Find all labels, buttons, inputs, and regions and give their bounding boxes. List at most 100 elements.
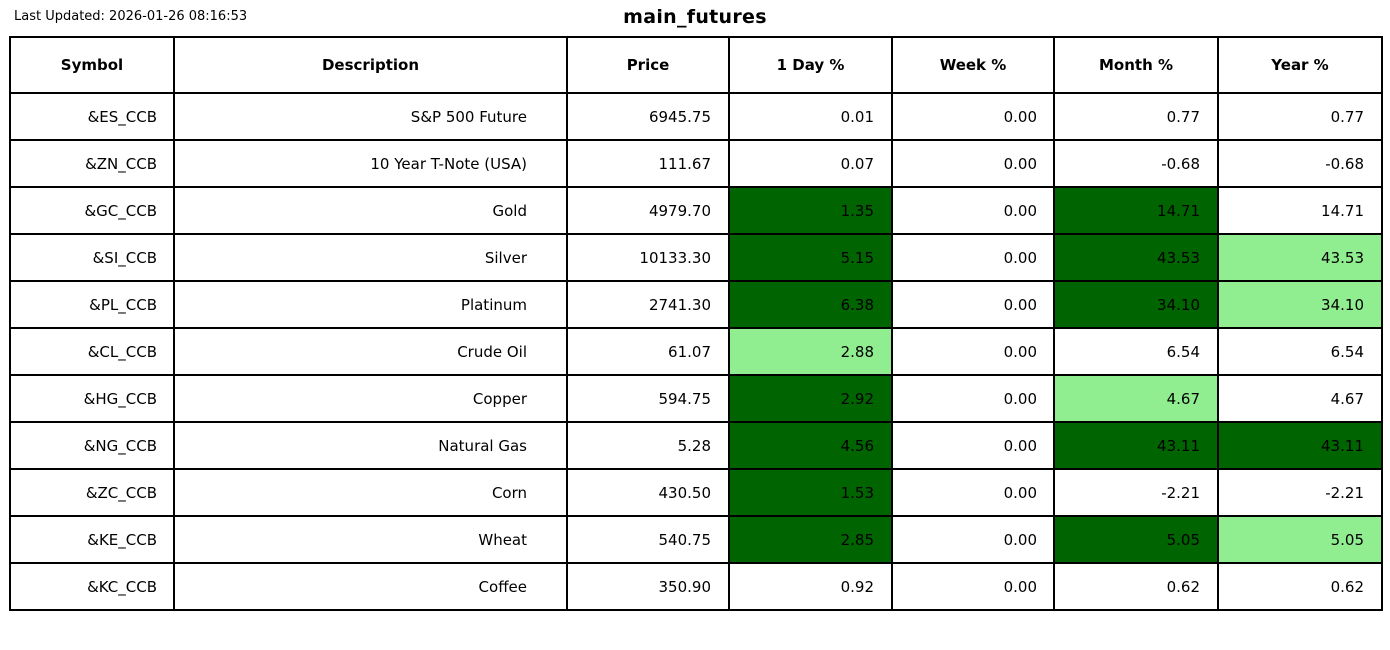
table-row: &ZC_CCB Corn 430.50 1.53 0.00 -2.21 -2.21: [9, 468, 1383, 517]
month-change-cell: -0.68: [1053, 139, 1219, 188]
description-cell: S&P 500 Future: [173, 92, 568, 141]
table-row: &KC_CCB Coffee 350.90 0.92 0.00 0.62 0.62: [9, 562, 1383, 611]
week-change-cell: 0.00: [891, 374, 1055, 423]
symbol-cell: &HG_CCB: [9, 374, 175, 423]
price-cell: 594.75: [566, 374, 730, 423]
table-row: &CL_CCB Crude Oil 61.07 2.88 0.00 6.54 6.54: [9, 327, 1383, 376]
price-cell: 540.75: [566, 515, 730, 564]
year-change-cell: 4.67: [1217, 374, 1383, 423]
symbol-cell: &GC_CCB: [9, 186, 175, 235]
symbol-cell: &KC_CCB: [9, 562, 175, 611]
week-change-cell: 0.00: [891, 515, 1055, 564]
table-row: &HG_CCB Copper 594.75 2.92 0.00 4.67 4.67: [9, 374, 1383, 423]
price-cell: 10133.30: [566, 233, 730, 282]
week-change-cell: 0.00: [891, 92, 1055, 141]
week-change-cell: 0.00: [891, 468, 1055, 517]
year-change-cell: -2.21: [1217, 468, 1383, 517]
week-change-cell: 0.00: [891, 562, 1055, 611]
column-header-week-pct: Week %: [891, 36, 1055, 94]
month-change-cell: -2.21: [1053, 468, 1219, 517]
column-header-day-pct: 1 Day %: [728, 36, 893, 94]
column-header-year-pct: Year %: [1217, 36, 1383, 94]
column-header-month-pct: Month %: [1053, 36, 1219, 94]
symbol-cell: &SI_CCB: [9, 233, 175, 282]
table-row: &GC_CCB Gold 4979.70 1.35 0.00 14.71 14.71: [9, 186, 1383, 235]
symbol-cell: &NG_CCB: [9, 421, 175, 470]
last-updated-text: Last Updated: 2026-01-26 08:16:53: [14, 9, 248, 24]
description-cell: Natural Gas: [173, 421, 568, 470]
day-change-cell: 4.56: [728, 421, 893, 470]
price-cell: 430.50: [566, 468, 730, 517]
week-change-cell: 0.00: [891, 233, 1055, 282]
symbol-cell: &ZN_CCB: [9, 139, 175, 188]
day-change-cell: 1.53: [728, 468, 893, 517]
month-change-cell: 43.53: [1053, 233, 1219, 282]
futures-table-body: &ES_CCB S&P 500 Future 6945.75 0.01 0.00 0.77…: [9, 92, 1383, 611]
month-change-cell: 0.62: [1053, 562, 1219, 611]
year-change-cell: 14.71: [1217, 186, 1383, 235]
symbol-cell: &ZC_CCB: [9, 468, 175, 517]
month-change-cell: 0.77: [1053, 92, 1219, 141]
day-change-cell: 5.15: [728, 233, 893, 282]
table-row: &ES_CCB S&P 500 Future 6945.75 0.01 0.00 0.77…: [9, 92, 1383, 141]
year-change-cell: 43.53: [1217, 233, 1383, 282]
year-change-cell: 5.05: [1217, 515, 1383, 564]
month-change-cell: 34.10: [1053, 280, 1219, 329]
day-change-cell: 0.01: [728, 92, 893, 141]
day-change-cell: 1.35: [728, 186, 893, 235]
symbol-cell: &CL_CCB: [9, 327, 175, 376]
day-change-cell: 2.85: [728, 515, 893, 564]
price-cell: 4979.70: [566, 186, 730, 235]
year-change-cell: 34.10: [1217, 280, 1383, 329]
day-change-cell: 2.92: [728, 374, 893, 423]
price-cell: 350.90: [566, 562, 730, 611]
day-change-cell: 0.92: [728, 562, 893, 611]
futures-table: Symbol Description Price 1 Day % Week % …: [9, 36, 1383, 611]
day-change-cell: 2.88: [728, 327, 893, 376]
symbol-cell: &PL_CCB: [9, 280, 175, 329]
column-header-price: Price: [566, 36, 730, 94]
day-change-cell: 6.38: [728, 280, 893, 329]
description-cell: Corn: [173, 468, 568, 517]
description-cell: Silver: [173, 233, 568, 282]
column-header-symbol: Symbol: [9, 36, 175, 94]
price-cell: 61.07: [566, 327, 730, 376]
price-cell: 111.67: [566, 139, 730, 188]
table-row: &SI_CCB Silver 10133.30 5.15 0.00 43.53 43.53: [9, 233, 1383, 282]
table-row: &KE_CCB Wheat 540.75 2.85 0.00 5.05 5.05: [9, 515, 1383, 564]
price-cell: 2741.30: [566, 280, 730, 329]
week-change-cell: 0.00: [891, 327, 1055, 376]
description-cell: Gold: [173, 186, 568, 235]
year-change-cell: 43.11: [1217, 421, 1383, 470]
week-change-cell: 0.00: [891, 186, 1055, 235]
header-row: Symbol Description Price 1 Day % Week % …: [9, 36, 1383, 94]
description-cell: 10 Year T-Note (USA): [173, 139, 568, 188]
month-change-cell: 4.67: [1053, 374, 1219, 423]
day-change-cell: 0.07: [728, 139, 893, 188]
month-change-cell: 6.54: [1053, 327, 1219, 376]
week-change-cell: 0.00: [891, 139, 1055, 188]
year-change-cell: 0.62: [1217, 562, 1383, 611]
month-change-cell: 5.05: [1053, 515, 1219, 564]
column-header-description: Description: [173, 36, 568, 94]
page-title: main_futures: [623, 6, 767, 28]
week-change-cell: 0.00: [891, 421, 1055, 470]
price-cell: 5.28: [566, 421, 730, 470]
year-change-cell: 6.54: [1217, 327, 1383, 376]
month-change-cell: 14.71: [1053, 186, 1219, 235]
table-header: Symbol Description Price 1 Day % Week % …: [9, 36, 1383, 94]
week-change-cell: 0.00: [891, 280, 1055, 329]
description-cell: Wheat: [173, 515, 568, 564]
table-row: &ZN_CCB 10 Year T-Note (USA) 111.67 0.07 0.0…: [9, 139, 1383, 188]
price-cell: 6945.75: [566, 92, 730, 141]
month-change-cell: 43.11: [1053, 421, 1219, 470]
symbol-cell: &KE_CCB: [9, 515, 175, 564]
description-cell: Crude Oil: [173, 327, 568, 376]
table-row: &PL_CCB Platinum 2741.30 6.38 0.00 34.10 34.10: [9, 280, 1383, 329]
description-cell: Platinum: [173, 280, 568, 329]
year-change-cell: 0.77: [1217, 92, 1383, 141]
description-cell: Copper: [173, 374, 568, 423]
symbol-cell: &ES_CCB: [9, 92, 175, 141]
table-row: &NG_CCB Natural Gas 5.28 4.56 0.00 43.11 43.11: [9, 421, 1383, 470]
year-change-cell: -0.68: [1217, 139, 1383, 188]
